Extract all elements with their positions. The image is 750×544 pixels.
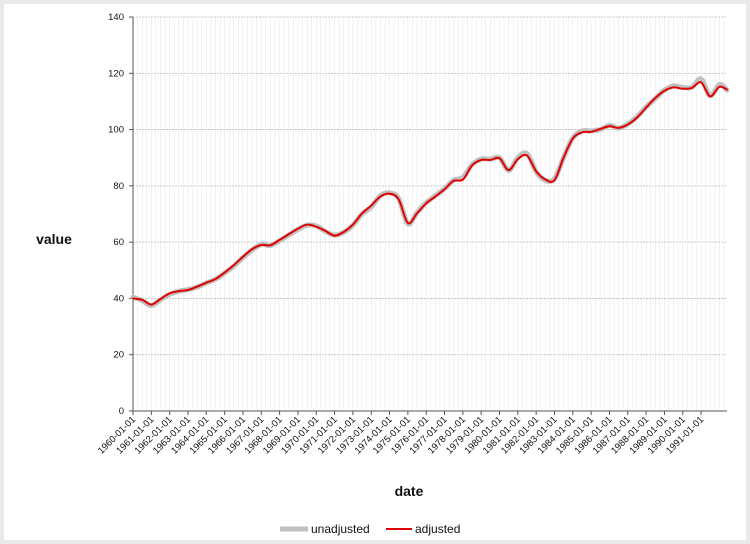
legend-label-unadjusted: unadjusted xyxy=(311,522,370,536)
line-chart: 0 20 40 60 80 100 120 140 1960-01-011961-01-011… xyxy=(36,12,730,536)
y-tick-label: 140 xyxy=(108,12,124,23)
legend-label-adjusted: adjusted xyxy=(415,522,460,536)
y-tick-label: 120 xyxy=(108,68,124,79)
series-line-unadjusted xyxy=(130,76,730,308)
series-line-adjusted xyxy=(132,81,728,306)
major-gridlines xyxy=(129,16,727,412)
minor-gridlines xyxy=(132,17,725,411)
y-tick-label: 100 xyxy=(108,125,124,136)
y-tick-label: 60 xyxy=(113,237,124,248)
y-tick-label: 0 xyxy=(119,406,124,417)
axes xyxy=(132,17,727,412)
y-tick-label: 40 xyxy=(113,293,124,304)
legend: unadjusted adjusted xyxy=(280,522,460,536)
y-tick-labels: 0 20 40 60 80 100 120 140 xyxy=(108,12,124,417)
series-lines xyxy=(130,76,730,308)
x-axis-title: date xyxy=(395,483,424,499)
y-axis-title: value xyxy=(36,231,72,247)
y-tick-label: 80 xyxy=(113,181,124,192)
y-tick-label: 20 xyxy=(113,350,124,361)
x-tick-labels: 1960-01-011961-01-011962-01-011963-01-01… xyxy=(96,411,706,456)
